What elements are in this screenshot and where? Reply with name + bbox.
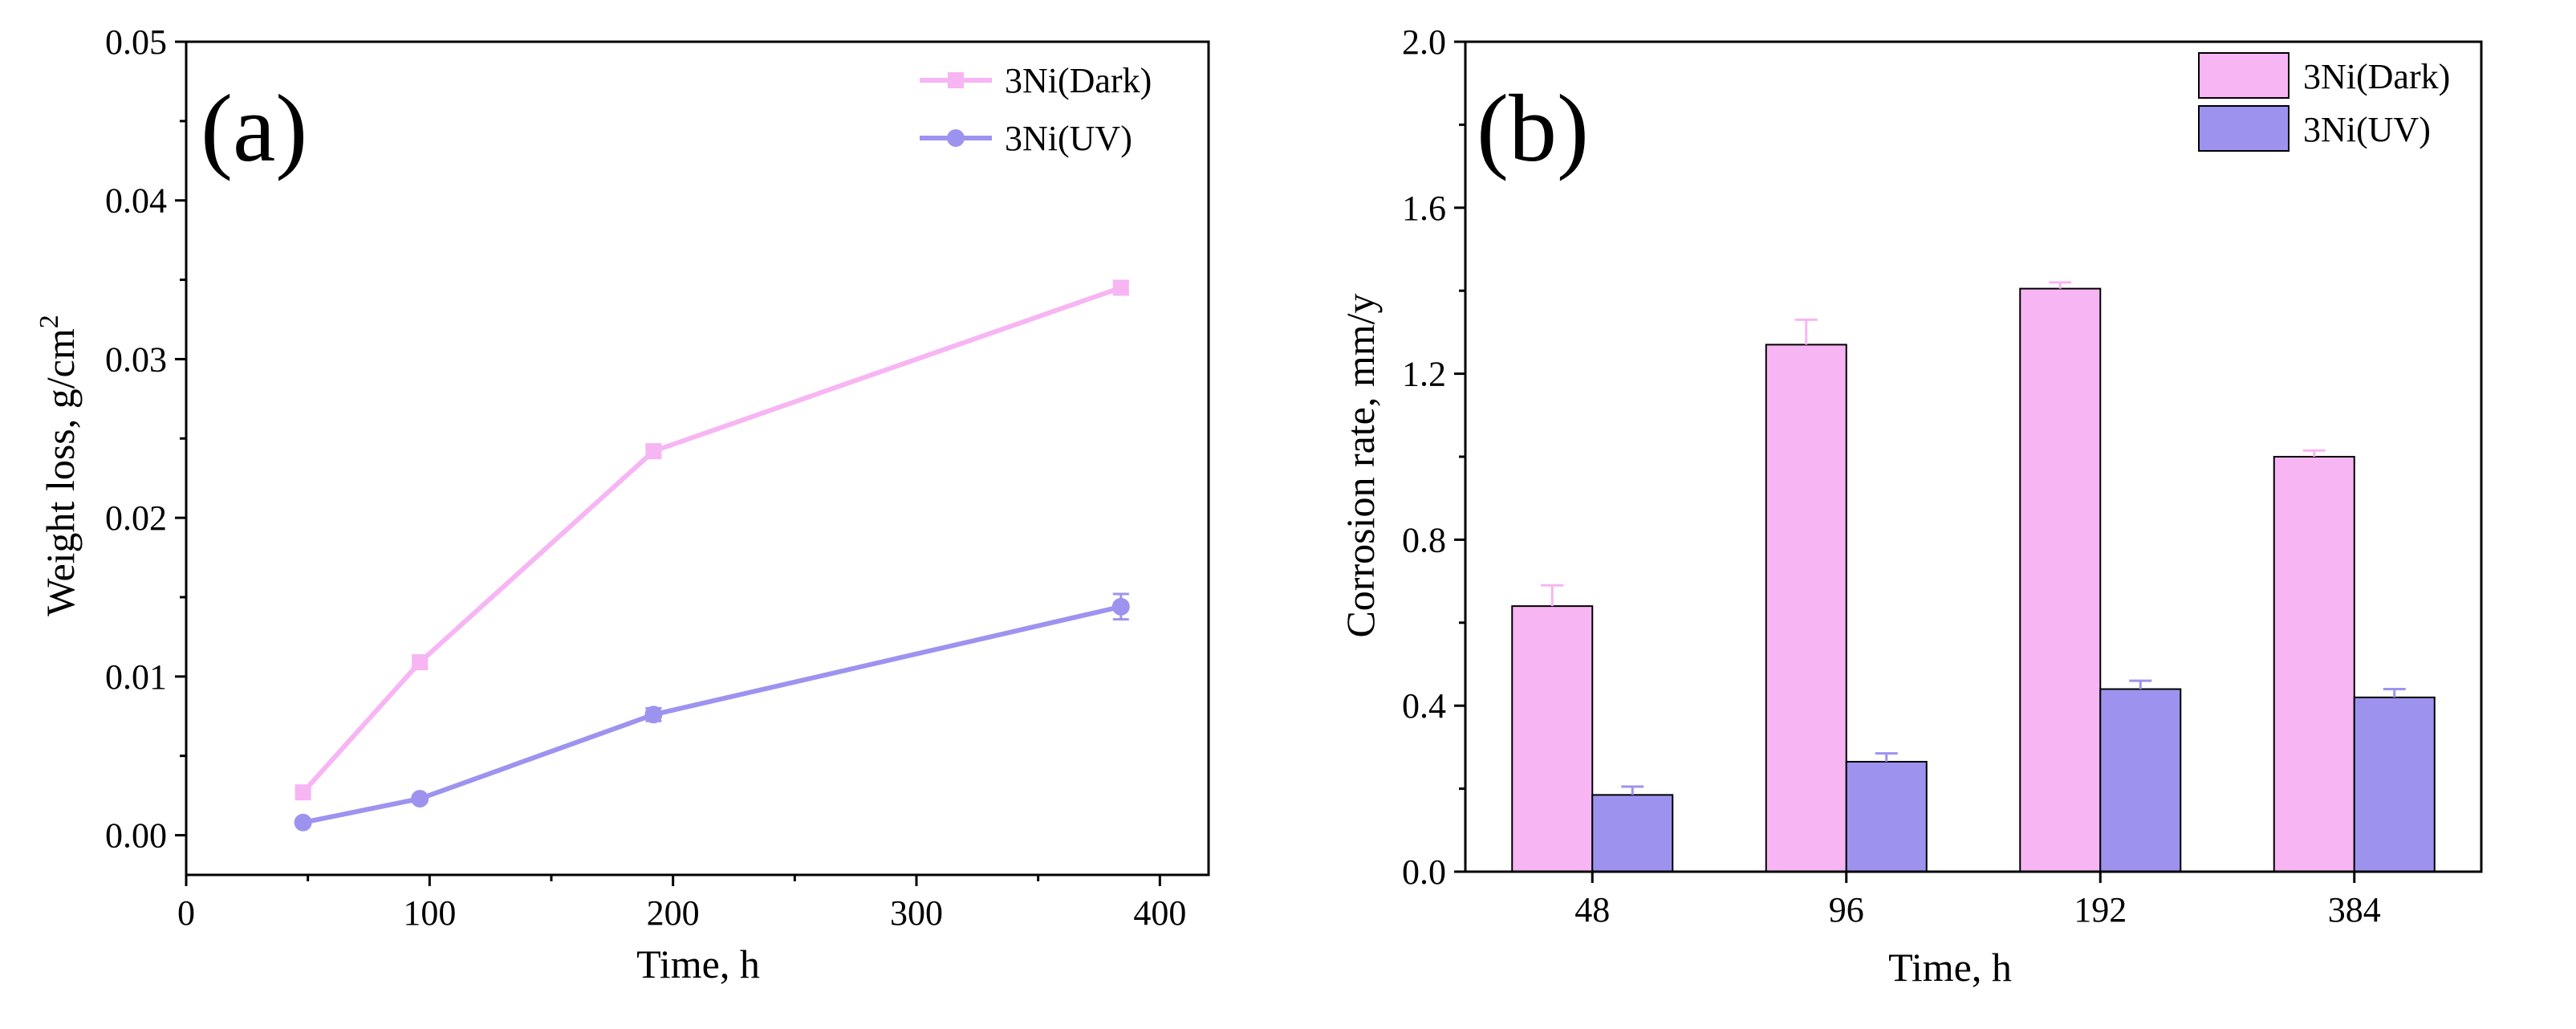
panel-a-label: (a) [201, 75, 307, 181]
panel-a-ylabel: Weight loss, g/cm2 [35, 315, 83, 616]
y-tick-label: 0.03 [105, 340, 167, 379]
legend-swatch [2198, 52, 2290, 99]
legend-marker [947, 129, 965, 147]
panel-a-marks [294, 279, 1130, 832]
x-tick-label: 0 [177, 893, 195, 933]
legend-label: 3Ni(Dark) [1005, 61, 1152, 100]
series-line-dark [301, 285, 1122, 795]
data-point [1111, 597, 1130, 616]
y-tick-label: 0.0 [1402, 852, 1446, 892]
data-point [645, 443, 662, 460]
legend-label: 3Ni(UV) [1005, 119, 1132, 158]
data-point [412, 654, 429, 671]
panel-b-marks [1511, 281, 2436, 873]
x-tick-label: 192 [2074, 890, 2127, 929]
bar-dark [1511, 605, 1594, 872]
data-point [294, 813, 312, 832]
panel-a-ylabel-superscript: 2 [35, 315, 64, 328]
y-tick-label: 1.6 [1402, 189, 1446, 228]
y-tick-label: 0.8 [1402, 520, 1446, 559]
legend-swatch [2198, 105, 2290, 152]
panel-a-legend: 3Ni(Dark) 3Ni(UV) [920, 61, 1152, 158]
panel-a-ylabel-text: Weight loss, g/cm [38, 328, 83, 616]
panel-b-ylabel: Corrosion rate, mm/y [1338, 293, 1383, 637]
x-tick-label: 384 [2328, 890, 2381, 929]
data-point [644, 706, 663, 724]
y-tick-label: 1.2 [1402, 355, 1446, 394]
bar-dark [2273, 456, 2355, 872]
x-tick-label: 300 [890, 893, 943, 933]
y-tick-label: 0.01 [105, 657, 167, 697]
panel-a: 0 100 200 300 400 0.00 0.01 0.02 0.03 0.04 0.05 (a… [35, 22, 1210, 986]
panel-b-ticks: 48 96 192 384 0.0 0.4 0.8 1.2 1.6 2.0 [1402, 22, 2381, 929]
bar-uv [2353, 696, 2436, 872]
bar-uv [1591, 794, 1674, 872]
x-tick-label: 200 [647, 893, 700, 933]
panel-a-xlabel: Time, h [636, 942, 760, 986]
y-tick-label: 0.00 [105, 816, 167, 856]
bar-uv [2099, 688, 2182, 873]
legend-label: 3Ni(Dark) [2303, 57, 2450, 96]
x-tick-label: 48 [1574, 890, 1610, 929]
panel-b-xlabel: Time, h [1888, 945, 2012, 990]
data-point [295, 784, 311, 801]
bar-dark [2019, 287, 2102, 872]
y-tick-label: 0.4 [1402, 686, 1446, 726]
legend-marker [948, 72, 964, 88]
panel-a-ticks: 0 100 200 300 400 0.00 0.01 0.02 0.03 0.04 0.05 [105, 22, 1186, 933]
series-line-uv [303, 604, 1122, 825]
data-point [1112, 279, 1129, 296]
y-tick-label: 0.05 [105, 22, 167, 62]
data-point [411, 790, 429, 808]
x-tick-label: 400 [1133, 893, 1186, 933]
bar-dark [1765, 344, 1847, 873]
bar-uv [1845, 760, 1928, 872]
panel-a-frame [185, 40, 1210, 876]
panel-b-label: (b) [1477, 75, 1589, 181]
panel-b-legend: 3Ni(Dark) 3Ni(UV) [2198, 52, 2450, 152]
y-tick-label: 0.02 [105, 498, 167, 538]
panel-b: 48 96 192 384 0.0 0.4 0.8 1.2 1.6 2.0 (b) Time, h… [1338, 22, 2483, 990]
y-tick-label: 0.04 [105, 181, 167, 221]
x-tick-label: 100 [403, 893, 456, 933]
x-tick-label: 96 [1829, 890, 1864, 929]
y-tick-label: 2.0 [1402, 22, 1446, 62]
legend-label: 3Ni(UV) [2303, 110, 2431, 149]
